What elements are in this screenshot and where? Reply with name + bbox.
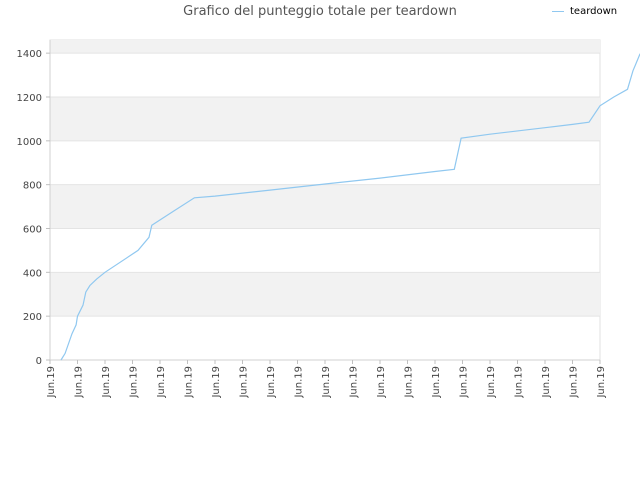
y-tick-label: 1000 — [17, 137, 42, 148]
x-tick-label: Jun.19 — [184, 366, 195, 399]
x-tick-label: Jun.19 — [459, 366, 470, 399]
y-tick-label: 800 — [23, 181, 42, 192]
grid-band — [50, 40, 600, 54]
x-tick-label: Jun.19 — [569, 366, 580, 399]
grid-band — [50, 184, 600, 229]
y-tick-label: 600 — [23, 224, 42, 235]
x-tick-label: Jun.19 — [266, 366, 277, 399]
grid-band — [50, 96, 600, 141]
x-tick-label: Jun.19 — [129, 366, 140, 399]
x-tick-label: Jun.19 — [541, 366, 552, 399]
x-tick-label: Jun.19 — [294, 366, 305, 399]
x-tick-label: Jun.19 — [596, 366, 607, 399]
x-tick-label: Jun.19 — [404, 366, 415, 399]
x-tick-label: Jun.19 — [156, 366, 167, 399]
x-tick-label: Jun.19 — [486, 366, 497, 399]
y-tick-label: 1200 — [17, 93, 42, 104]
legend: teardown — [552, 6, 617, 17]
x-tick-label: Jun.19 — [46, 366, 57, 399]
x-tick-label: Jun.19 — [74, 366, 85, 399]
x-tick-label: Jun.19 — [211, 366, 222, 399]
x-tick-label: Jun.19 — [101, 366, 112, 399]
x-tick-label: Jun.19 — [514, 366, 525, 399]
y-tick-label: 400 — [23, 268, 42, 279]
y-tick-label: 1400 — [17, 49, 42, 60]
x-tick-label: Jun.19 — [376, 366, 387, 399]
x-tick-label: Jun.19 — [349, 366, 360, 399]
legend-label: teardown — [570, 6, 618, 17]
chart-title: Grafico del punteggio totale per teardow… — [183, 4, 457, 19]
legend-swatch — [552, 10, 564, 12]
y-tick-label: 200 — [23, 312, 42, 323]
x-tick-label: Jun.19 — [321, 366, 332, 399]
x-tick-label: Jun.19 — [431, 366, 442, 399]
series-line-teardown — [60, 53, 640, 361]
grid-band — [50, 272, 600, 317]
y-tick-label: 0 — [36, 356, 42, 367]
x-tick-label: Jun.19 — [239, 366, 250, 399]
